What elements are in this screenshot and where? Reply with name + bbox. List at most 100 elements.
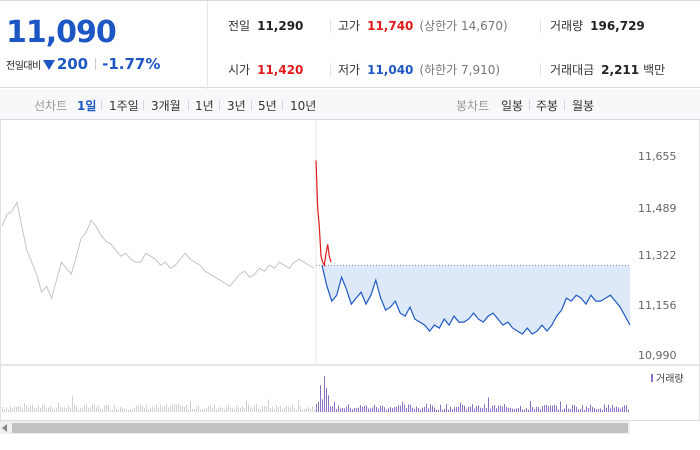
volume-bar (322, 399, 323, 412)
volume-legend-swatch (651, 374, 653, 382)
volume-bar (464, 405, 465, 412)
volume-bar (110, 409, 111, 412)
volume-value: 196,729 (590, 18, 645, 33)
volume-bar (40, 407, 41, 412)
volume-bar (152, 406, 153, 412)
volume-bar (478, 405, 479, 412)
volume-bar (252, 408, 253, 412)
volume-bar (162, 407, 163, 412)
volume-bar (222, 408, 223, 412)
volume-bar (554, 404, 555, 412)
volume-bar (614, 407, 615, 412)
scroll-left-arrow-icon[interactable] (2, 424, 7, 432)
volume-bar (626, 405, 627, 412)
volume-bar (112, 409, 113, 412)
period-3m[interactable]: 3개월 (151, 99, 181, 113)
volume-bar (196, 406, 197, 412)
lower-limit: (하한가 7,910) (419, 63, 501, 77)
volume-bar (510, 407, 511, 412)
prev-day-price-line (1, 200, 315, 300)
volume-bar (504, 404, 505, 412)
volume-bar (66, 408, 67, 412)
period-1y[interactable]: 1년 (195, 99, 214, 113)
volume-bar (300, 406, 301, 412)
volume-bar (236, 404, 237, 412)
volume-bar (298, 399, 299, 412)
volume-bar (108, 405, 109, 412)
volume-bar (88, 407, 89, 412)
volume-bar (566, 404, 567, 412)
volume-bar (72, 395, 73, 412)
volume-bar (294, 408, 295, 412)
high-value: 11,740 (367, 18, 414, 33)
volume-bar (120, 407, 121, 412)
period-divider (219, 100, 220, 110)
volume-bar (292, 404, 293, 412)
volume-bar (384, 407, 385, 412)
volume-bar (598, 408, 599, 412)
y-tick-label: 11,655 (638, 150, 677, 163)
volume-bar (20, 406, 21, 412)
volume-bar (530, 400, 531, 412)
candle-daily[interactable]: 일봉 (501, 99, 524, 113)
volume-bar (430, 404, 431, 412)
volume-bar (460, 402, 461, 412)
trade-amount-label: 거래대금 (550, 63, 595, 77)
volume-bar (392, 408, 393, 412)
volume-bar (80, 407, 81, 412)
volume-bar (140, 404, 141, 412)
volume-bar (562, 409, 563, 412)
volume-bar (312, 406, 313, 412)
volume-bar (118, 409, 119, 412)
volume-bar (260, 409, 261, 412)
chart-period-bar: 선차트 1일 1주일 3개월 1년 3년 5년 10년 봉차트 일봉 주봉 월봉 (0, 89, 700, 120)
period-1w[interactable]: 1주일 (109, 99, 139, 113)
volume-bar (450, 406, 451, 412)
volume-bar (488, 397, 489, 412)
volume-bar (6, 407, 7, 412)
volume-bar (56, 407, 57, 412)
volume-bar (520, 405, 521, 412)
period-divider (188, 100, 189, 110)
period-5y[interactable]: 5년 (258, 99, 277, 113)
volume-bar (258, 407, 259, 412)
volume-bar (334, 402, 335, 412)
volume-bar (380, 405, 381, 412)
period-3y[interactable]: 3년 (227, 99, 246, 113)
candle-weekly[interactable]: 주봉 (536, 99, 559, 113)
volume-bar (70, 408, 71, 412)
chart-scrollbar[interactable] (0, 420, 700, 435)
volume-bar (288, 407, 289, 412)
period-1d[interactable]: 1일 (77, 99, 97, 113)
volume-bar (328, 395, 329, 412)
volume-bar (470, 406, 471, 412)
y-tick-label: 11,156 (638, 299, 677, 312)
volume-bar (436, 409, 437, 412)
scroll-thumb[interactable] (12, 423, 628, 433)
volume-bar (388, 408, 389, 412)
candle-monthly[interactable]: 월봉 (572, 99, 595, 113)
volume-bar (38, 405, 39, 412)
volume-bar (528, 409, 529, 412)
volume-bar (60, 407, 61, 412)
volume-bar (192, 409, 193, 412)
volume-bar (352, 409, 353, 412)
volume-bar (372, 407, 373, 412)
volume-bar (228, 404, 229, 412)
volume-bars (2, 376, 629, 412)
volume-bar (604, 404, 605, 412)
volume-bar (184, 406, 185, 412)
volume-bar (54, 409, 55, 412)
prev-close-stat: 전일 11,290 (228, 17, 303, 34)
volume-bar (462, 404, 463, 412)
volume-bar (128, 409, 129, 412)
volume-bar (250, 407, 251, 412)
volume-bar (502, 406, 503, 412)
volume-bar (496, 408, 497, 412)
volume-bar (138, 405, 139, 412)
volume-bar (500, 405, 501, 412)
volume-bar (410, 404, 411, 412)
current-price-box: 11,090 전일대비 200 -1.77% (0, 1, 208, 89)
volume-bar (18, 405, 19, 412)
period-10y[interactable]: 10년 (290, 99, 317, 113)
